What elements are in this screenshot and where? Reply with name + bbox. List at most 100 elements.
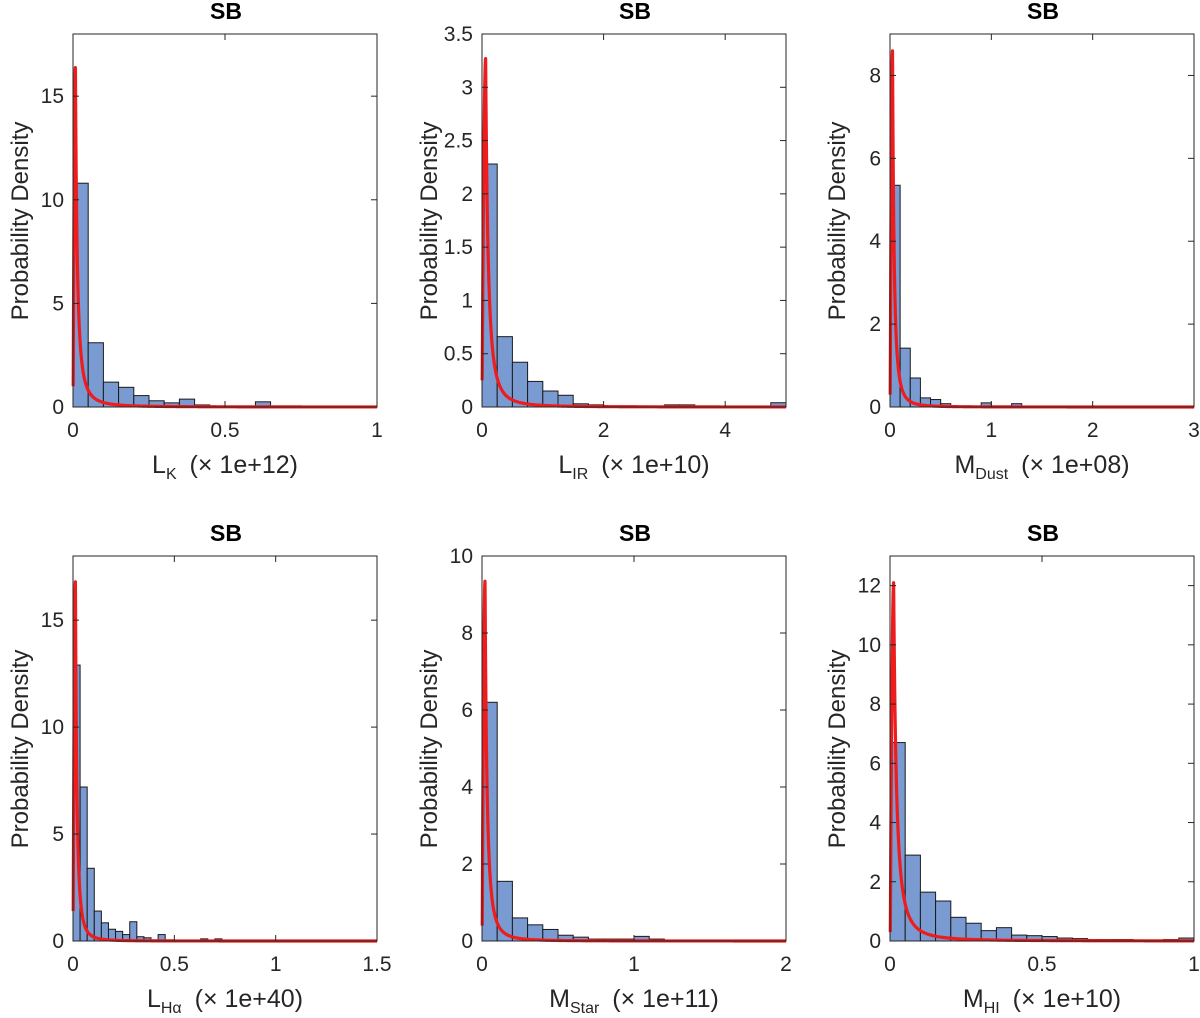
x-axis-label: MStar (× 1e+11) xyxy=(549,985,719,1018)
x-tick-label: 0 xyxy=(884,953,896,976)
x-axis-label-main: M xyxy=(954,451,975,479)
histogram-bar xyxy=(936,901,951,941)
axes-box xyxy=(890,556,1194,941)
y-tick-label: 5 xyxy=(52,823,64,846)
y-tick-label: 1.5 xyxy=(444,236,473,259)
x-tick-label: 2 xyxy=(780,953,792,976)
axes-box xyxy=(73,556,377,941)
plot-title: SB xyxy=(482,520,788,547)
y-tick-label: 8 xyxy=(461,622,473,645)
y-tick-label: 12 xyxy=(858,575,881,598)
x-axis-label-subscript: Dust xyxy=(975,466,1008,483)
y-axis-label: Probability Density xyxy=(416,121,444,320)
x-axis-label: LIR (× 1e+10) xyxy=(558,451,709,484)
y-tick-label: 2 xyxy=(461,853,473,876)
axes-box xyxy=(73,34,377,407)
x-tick-label: 0.5 xyxy=(160,953,189,976)
y-tick-label: 4 xyxy=(869,230,881,253)
x-axis-label-main: M xyxy=(549,985,570,1013)
y-tick-label: 15 xyxy=(41,609,64,632)
plot-title: SB xyxy=(482,0,788,25)
fit-curve xyxy=(482,581,786,941)
x-tick-label: 4 xyxy=(719,419,731,442)
fit-curve xyxy=(73,582,377,941)
y-tick-label: 0 xyxy=(869,396,881,419)
x-tick-label: 0 xyxy=(476,419,488,442)
y-tick-label: 10 xyxy=(41,716,64,739)
y-tick-label: 1 xyxy=(461,289,473,312)
x-axis-label-scale: (× 1e+10) xyxy=(1006,985,1121,1013)
x-axis-label-main: L xyxy=(558,451,572,479)
fit-curve xyxy=(73,68,377,407)
x-axis-label-subscript: Hα xyxy=(161,1000,182,1017)
x-axis-label: MDust (× 1e+08) xyxy=(954,451,1129,484)
x-axis-label-scale: (× 1e+40) xyxy=(188,985,303,1013)
plot-title: SB xyxy=(73,0,379,25)
y-axis-label: Probability Density xyxy=(416,649,444,848)
x-axis-label-scale: (× 1e+08) xyxy=(1014,451,1129,479)
y-axis-label: Probability Density xyxy=(824,649,852,848)
y-axis-label: Probability Density xyxy=(824,121,852,320)
y-tick-label: 4 xyxy=(461,776,473,799)
y-tick-label: 0 xyxy=(52,396,64,419)
x-tick-label: 0.5 xyxy=(210,419,239,442)
x-axis-label-scale: (× 1e+11) xyxy=(605,985,719,1013)
y-tick-label: 10 xyxy=(858,634,881,657)
y-tick-label: 2 xyxy=(461,183,473,206)
axes-box xyxy=(482,34,786,407)
plot-title: SB xyxy=(890,0,1196,25)
y-tick-label: 4 xyxy=(869,812,881,835)
y-tick-label: 10 xyxy=(41,189,64,212)
x-tick-label: 2 xyxy=(1087,419,1099,442)
x-tick-label: 0 xyxy=(884,419,896,442)
x-axis-label-main: M xyxy=(963,985,984,1013)
x-axis-label-subscript: HI xyxy=(984,1000,1000,1017)
y-tick-label: 5 xyxy=(52,292,64,315)
y-tick-label: 0 xyxy=(461,396,473,419)
fit-curve xyxy=(890,583,1194,941)
x-axis-label-main: L xyxy=(147,985,161,1013)
x-axis-label-subscript: K xyxy=(166,466,177,483)
y-tick-label: 0.5 xyxy=(444,343,473,366)
fit-curve xyxy=(890,51,1194,407)
x-axis-label: LHα (× 1e+40) xyxy=(147,985,303,1018)
histogram-bar xyxy=(130,922,137,941)
y-tick-label: 3.5 xyxy=(444,23,473,46)
x-tick-label: 1.5 xyxy=(362,953,391,976)
x-tick-label: 1 xyxy=(628,953,640,976)
x-axis-label-main: L xyxy=(152,451,166,479)
x-axis-label: LK (× 1e+12) xyxy=(152,451,298,484)
x-tick-label: 0 xyxy=(67,953,79,976)
x-axis-label-scale: (× 1e+10) xyxy=(594,451,709,479)
x-tick-label: 0 xyxy=(476,953,488,976)
y-tick-label: 3 xyxy=(461,76,473,99)
plot-title: SB xyxy=(73,520,379,547)
x-axis-label: MHI (× 1e+10) xyxy=(963,985,1121,1018)
axes-box xyxy=(482,556,786,941)
y-tick-label: 6 xyxy=(461,699,473,722)
x-axis-label-subscript: IR xyxy=(572,466,588,483)
y-tick-label: 8 xyxy=(869,693,881,716)
y-tick-label: 0 xyxy=(461,930,473,953)
y-axis-label: Probability Density xyxy=(7,649,35,848)
y-tick-label: 8 xyxy=(869,64,881,87)
y-tick-label: 0 xyxy=(869,930,881,953)
x-tick-label: 1 xyxy=(1188,953,1200,976)
y-tick-label: 6 xyxy=(869,147,881,170)
x-tick-label: 1 xyxy=(985,419,997,442)
y-axis-label: Probability Density xyxy=(7,121,35,320)
x-tick-label: 2 xyxy=(598,419,610,442)
y-tick-label: 2.5 xyxy=(444,130,473,153)
